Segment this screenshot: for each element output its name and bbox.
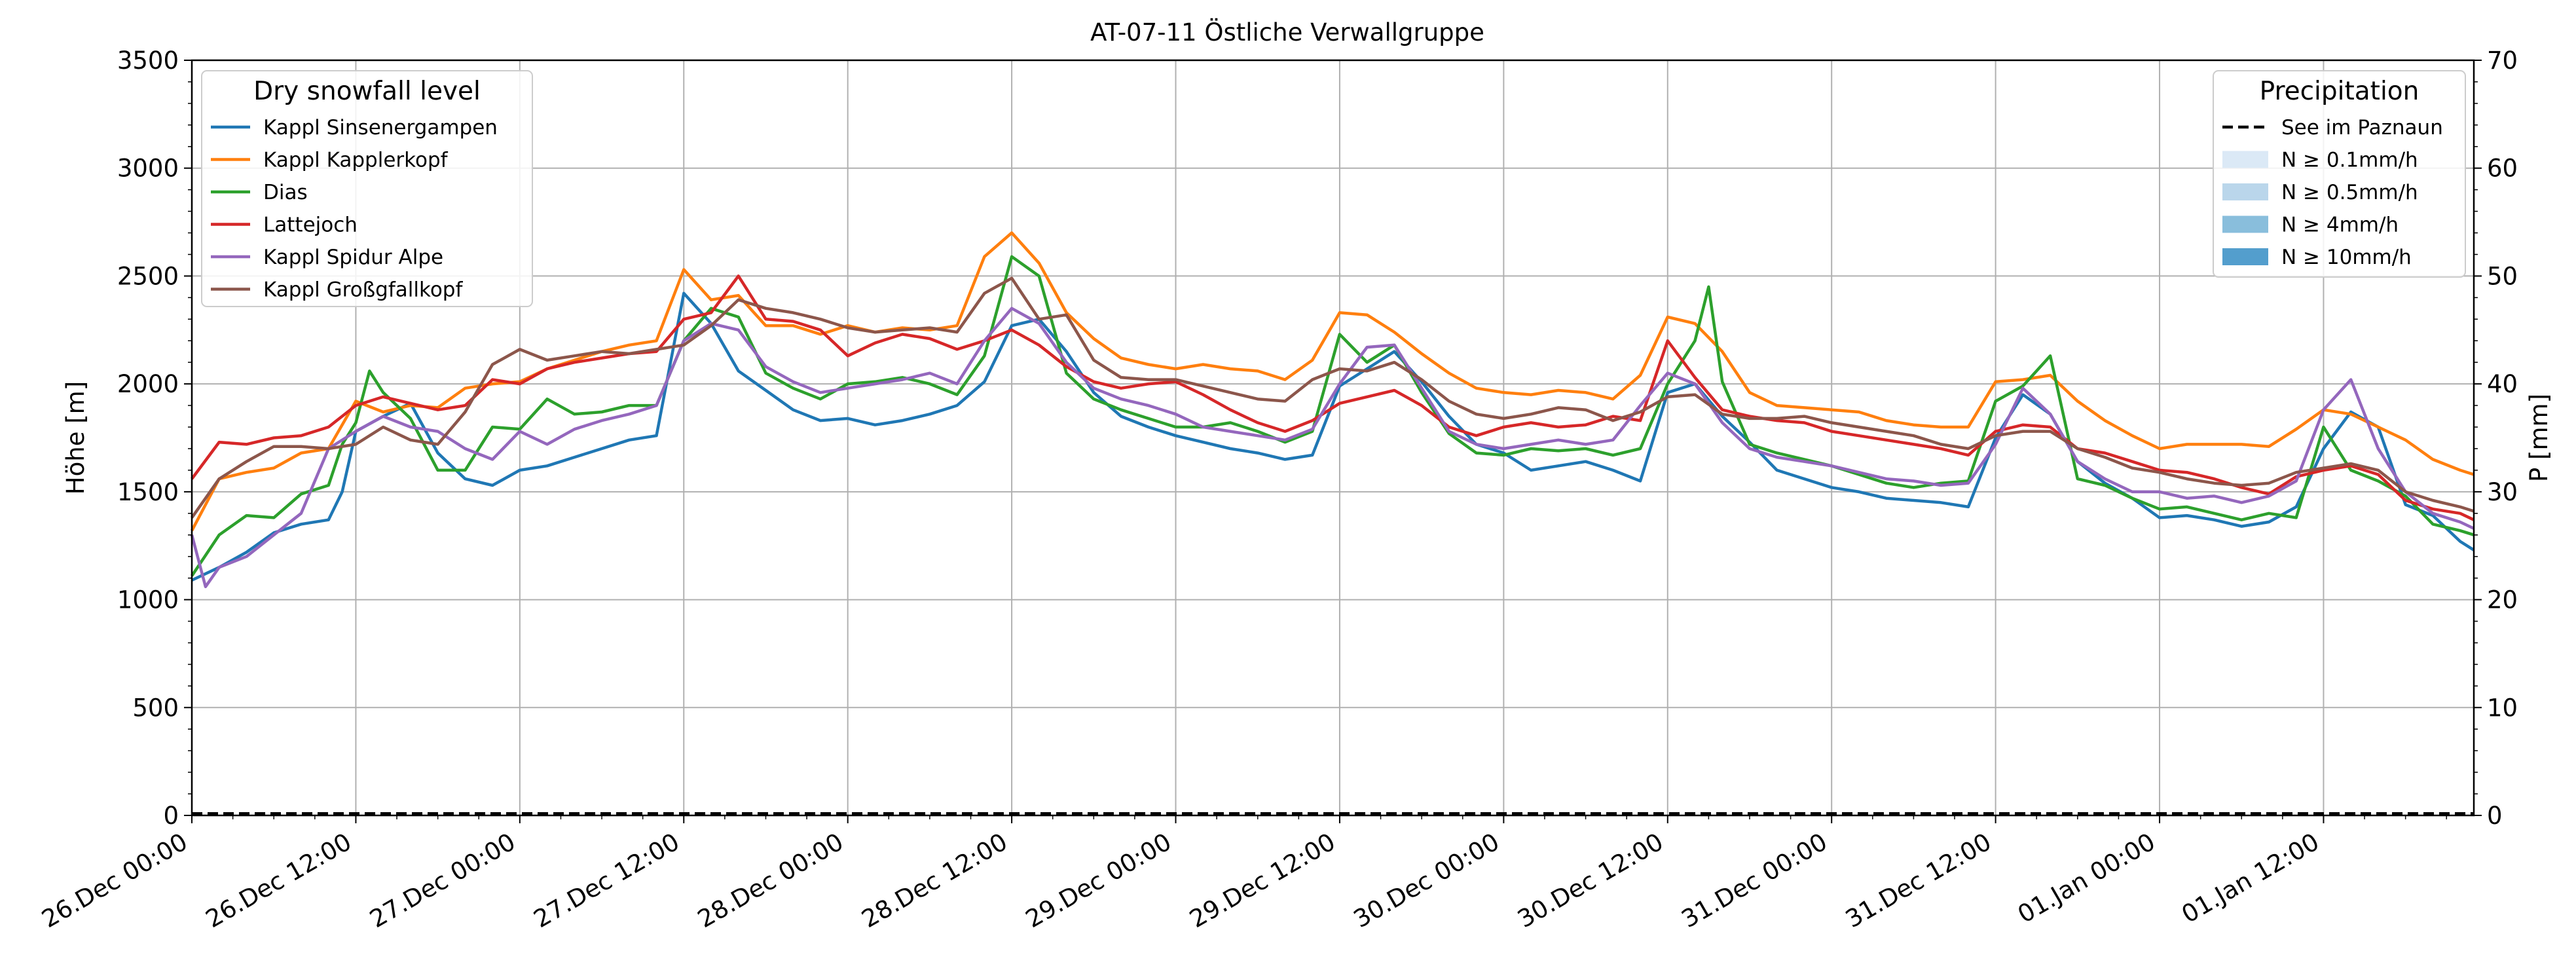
legend-box — [201, 70, 533, 307]
y2-tick-label: 10 — [2487, 694, 2518, 722]
legend-swatch — [2222, 183, 2268, 200]
y2-tick-label: 70 — [2487, 47, 2518, 75]
series-line-6 — [191, 276, 2475, 519]
y2-tick-label: 60 — [2487, 155, 2518, 183]
legend-label: Kappl Großgfallkopf — [263, 278, 463, 302]
legend-label: Lattejoch — [263, 214, 358, 237]
y-tick-label: 0 — [163, 802, 179, 830]
legend-box — [2213, 70, 2466, 278]
series-line-2 — [191, 231, 2475, 532]
legend-swatch — [2222, 215, 2268, 233]
legend-label: Dias — [263, 181, 308, 204]
chart-title: AT-07-11 Östliche Verwallgruppe — [1090, 18, 1484, 47]
legend-label: Kappl Kapplerkopf — [263, 149, 449, 172]
y2-tick-label: 50 — [2487, 262, 2518, 290]
legend-label: N ≥ 0.5mm/h — [2281, 181, 2418, 204]
legend-label: N ≥ 0.1mm/h — [2281, 149, 2418, 172]
series-line-3 — [191, 255, 2475, 577]
series-lines — [190, 231, 2475, 589]
y-tick-label: 2000 — [117, 370, 179, 398]
y-axis-label: Höhe [m] — [62, 381, 90, 494]
series-line-1 — [191, 291, 2475, 582]
legend-dry-snowfall-level: Dry snowfall level Kappl Sinsenergampen Ka… — [201, 70, 533, 307]
legend-label: Kappl Sinsenergampen — [263, 116, 498, 140]
legend-title: Dry snowfall level — [253, 77, 481, 106]
y-tick-label: 3000 — [117, 155, 179, 183]
y-tick-label: 1500 — [117, 478, 179, 506]
series-line-4 — [191, 274, 2475, 521]
legend-label: Kappl Spidur Alpe — [263, 246, 443, 269]
y2-tick-label: 30 — [2487, 478, 2518, 506]
y-tick-label: 500 — [132, 694, 179, 722]
legend-label: N ≥ 4mm/h — [2281, 214, 2399, 237]
legend-title: Precipitation — [2260, 77, 2420, 106]
y2-tick-label: 40 — [2487, 370, 2518, 398]
y-tick-label: 3500 — [117, 47, 179, 75]
legend-precipitation: Precipitation See im Paznaun N ≥ 0.1mm/h N … — [2213, 70, 2466, 278]
y2-tick-label: 0 — [2487, 802, 2503, 830]
legend-swatch — [2222, 248, 2268, 265]
plot-frame — [191, 59, 2475, 817]
legend-label: See im Paznaun — [2281, 116, 2443, 140]
legend-swatch — [2222, 151, 2268, 168]
y-tick-label: 1000 — [117, 586, 179, 614]
y2-tick-label: 20 — [2487, 586, 2518, 614]
series-line-5 — [190, 307, 2475, 589]
y2-axis-label: P [mm] — [2525, 394, 2553, 482]
y-tick-label: 2500 — [117, 262, 179, 290]
legend-label: N ≥ 10mm/h — [2281, 246, 2412, 269]
